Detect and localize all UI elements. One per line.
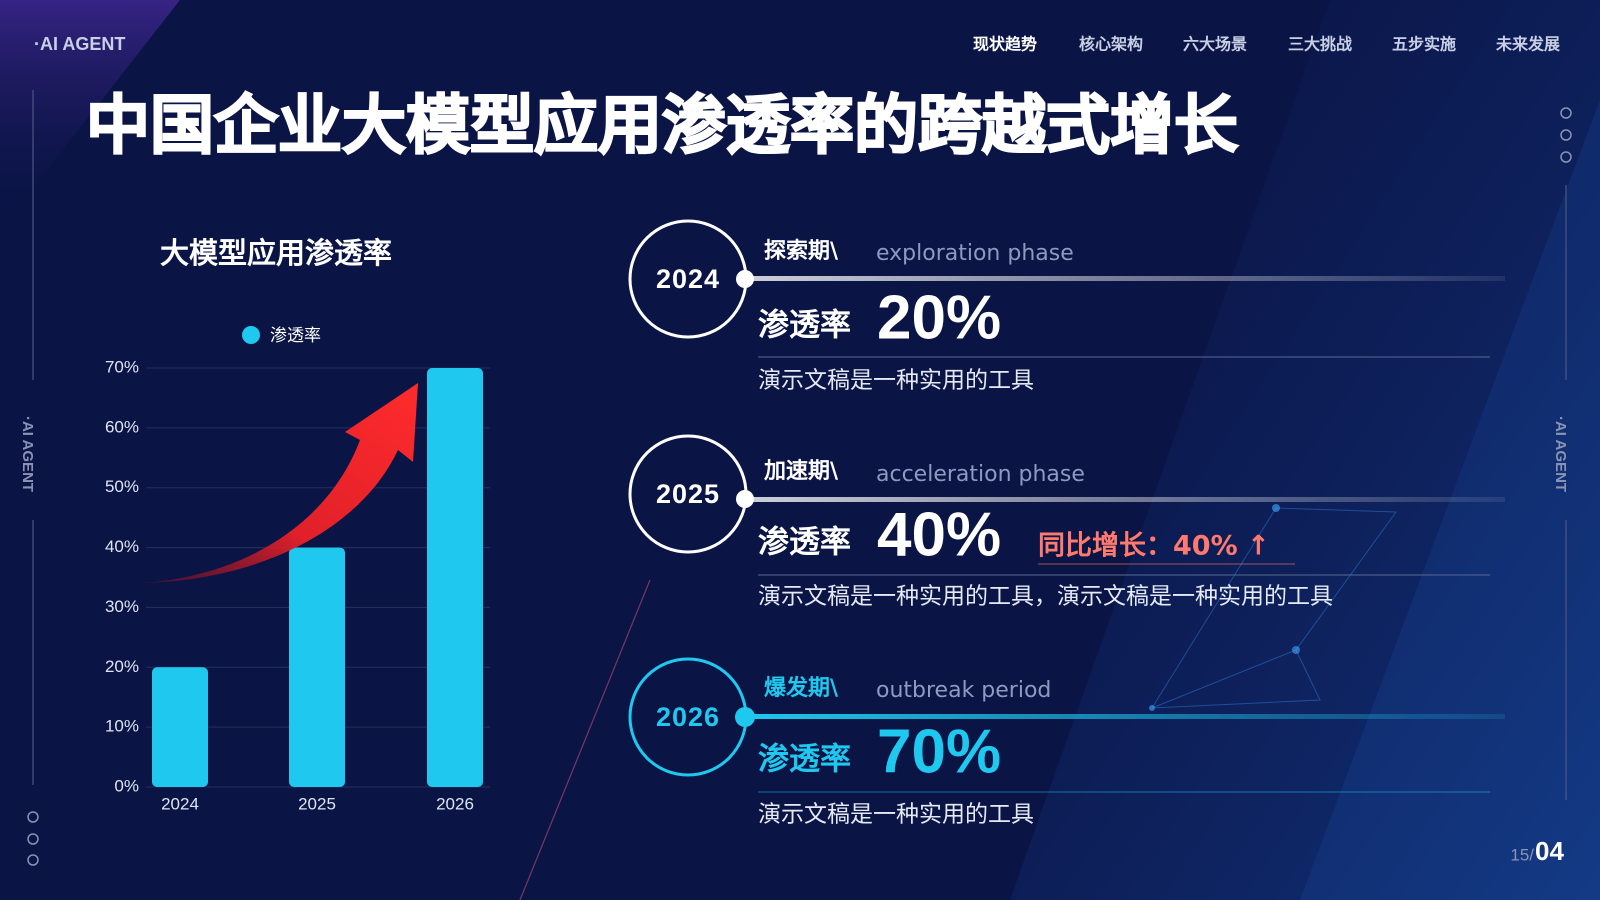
page-current: 04 <box>1535 836 1564 866</box>
bg-nodes <box>1149 504 1300 711</box>
rate-label: 渗透率 <box>758 308 851 344</box>
desc: 演示文稿是一种实用的工具 <box>758 802 1034 828</box>
legend-marker <box>242 326 260 344</box>
brand: ·AI AGENT <box>34 34 125 54</box>
y-tick-label: 30% <box>105 597 139 616</box>
trend-arrow <box>143 383 418 583</box>
rate-label: 渗透率 <box>758 742 851 778</box>
rate: 20% <box>877 283 1001 352</box>
nav-item[interactable]: 三大挑战 <box>1288 35 1352 54</box>
node <box>736 270 754 288</box>
rate: 70% <box>877 717 1001 786</box>
bg-line <box>519 579 651 900</box>
chart: 大模型应用渗透率 渗透率 0% 10% 20% 30% 40% 50% 60% 70% 2024… <box>105 236 490 813</box>
rate: 40% <box>877 500 1001 569</box>
x-tick-label: 2026 <box>436 794 474 813</box>
bg-network <box>1151 507 1397 709</box>
deco-lines <box>32 90 1567 800</box>
growth: 同比增长：40% ↑ <box>1038 530 1270 562</box>
y-tick-label: 60% <box>105 417 139 436</box>
x-tick-label: 2025 <box>298 794 336 813</box>
node <box>735 707 755 727</box>
bg-band <box>0 0 180 230</box>
nav-item[interactable]: 六大场景 <box>1183 35 1247 54</box>
desc: 演示文稿是一种实用的工具 <box>758 368 1034 394</box>
deco-circles <box>27 107 1572 866</box>
nav-item[interactable]: 未来发展 <box>1495 35 1561 54</box>
phase-en: exploration phase <box>876 241 1074 266</box>
y-tick-label: 70% <box>105 357 139 376</box>
rule <box>745 276 1505 281</box>
rate-label: 渗透率 <box>758 525 851 561</box>
chart-title: 大模型应用渗透率 <box>160 236 392 270</box>
timeline-item: 2024 探索期\ exploration phase 渗透率 20% 演示文稿… <box>628 219 1505 394</box>
year: 2024 <box>656 264 720 294</box>
y-tick-label: 0% <box>114 776 139 795</box>
phase-en: outbreak period <box>876 678 1051 703</box>
year: 2025 <box>656 479 720 509</box>
page-total: 15/ <box>1510 845 1534 864</box>
nav-item[interactable]: 五步实施 <box>1392 35 1456 54</box>
y-tick-label: 50% <box>105 477 139 496</box>
legend-label: 渗透率 <box>270 326 321 346</box>
bar <box>289 547 345 787</box>
phase: 加速期\ <box>763 458 839 484</box>
y-tick-label: 40% <box>105 537 139 556</box>
node <box>736 490 754 508</box>
desc: 演示文稿是一种实用的工具，演示文稿是一种实用的工具 <box>758 584 1333 610</box>
side-label: ·AI AGENT <box>19 416 36 492</box>
timeline-item: 2026 爆发期\ outbreak period 渗透率 70% 演示文稿是一… <box>628 657 1505 828</box>
rule <box>745 714 1505 719</box>
bar <box>152 667 208 787</box>
timeline-item: 2025 加速期\ acceleration phase 渗透率 40% 同比增… <box>628 434 1505 610</box>
x-tick-label: 2024 <box>161 794 199 813</box>
nav-item[interactable]: 核心架构 <box>1079 35 1143 54</box>
phase: 爆发期\ <box>764 675 839 701</box>
phase-en: acceleration phase <box>876 462 1085 487</box>
side-label: ·AI AGENT <box>1552 416 1569 492</box>
year: 2026 <box>656 702 720 732</box>
y-tick-label: 10% <box>105 717 139 736</box>
bg-band <box>1010 0 1600 900</box>
nav-item[interactable]: 现状趋势 <box>973 35 1037 54</box>
slide-title: 中国企业大模型应用渗透率的跨越式增长 <box>86 90 1238 164</box>
bar <box>427 368 483 787</box>
rule <box>745 497 1505 502</box>
y-tick-label: 20% <box>105 657 139 676</box>
phase: 探索期\ <box>764 238 839 264</box>
